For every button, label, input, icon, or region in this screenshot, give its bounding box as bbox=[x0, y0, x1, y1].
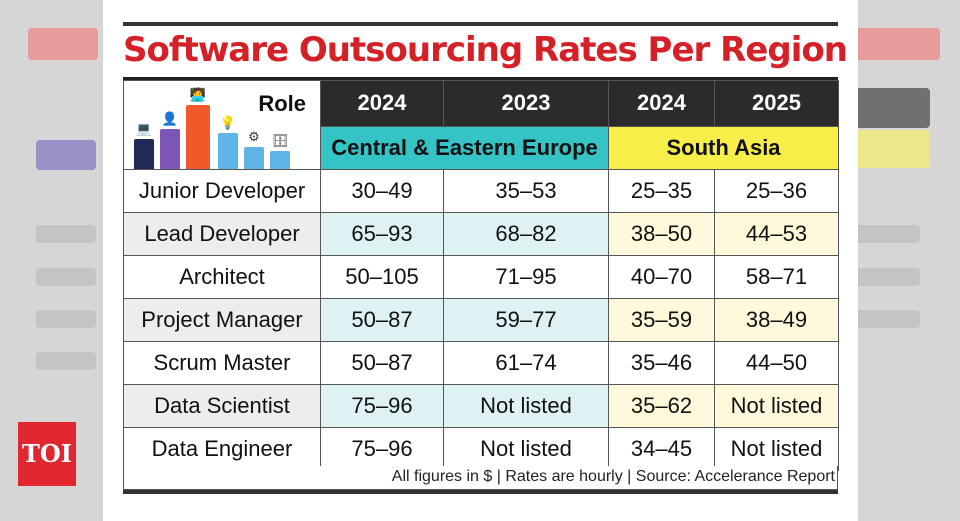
rate-cell: 34–45 bbox=[608, 427, 715, 471]
rate-cell: 65–93 bbox=[320, 212, 444, 256]
rate-cell: 71–95 bbox=[443, 255, 609, 299]
rate-cell: 50–105 bbox=[320, 255, 444, 299]
rate-cell: 44–50 bbox=[714, 341, 839, 385]
role-name: Data Scientist bbox=[123, 384, 321, 428]
rate-cell: 25–35 bbox=[608, 169, 715, 213]
rate-cell: 30–49 bbox=[320, 169, 444, 213]
rate-cell: 58–71 bbox=[714, 255, 839, 299]
figure-bar-2 bbox=[160, 129, 180, 169]
role-name: Lead Developer bbox=[123, 212, 321, 256]
bottom-rule bbox=[123, 490, 838, 494]
figure-bar-4 bbox=[218, 133, 238, 169]
table-row: Data Scientist 75–96 Not listed 35–62 No… bbox=[123, 384, 839, 428]
region-header-eu: Central & Eastern Europe bbox=[320, 125, 609, 170]
lightbulb-icon: 💡 bbox=[219, 115, 237, 130]
rates-table: 💻 👤 🧑‍💻 💡 ⚙ 🗄 Role 2024 2023 2024 2025 bbox=[123, 80, 839, 471]
role-header-cell: 💻 👤 🧑‍💻 💡 ⚙ 🗄 Role bbox=[123, 80, 321, 170]
rate-cell: 35–62 bbox=[608, 384, 715, 428]
rate-cell: 35–53 bbox=[443, 169, 609, 213]
title-rule bbox=[123, 77, 838, 80]
rate-cell: 38–49 bbox=[714, 298, 839, 342]
table-row: Scrum Master 50–87 61–74 35–46 44–50 bbox=[123, 341, 839, 385]
rate-cell: 25–36 bbox=[714, 169, 839, 213]
rate-cell: 61–74 bbox=[443, 341, 609, 385]
rate-cell: 50–87 bbox=[320, 341, 444, 385]
rate-cell: 35–46 bbox=[608, 341, 715, 385]
year-header-eu-2024: 2024 bbox=[320, 80, 444, 127]
rate-cell: 68–82 bbox=[443, 212, 609, 256]
role-name: Architect bbox=[123, 255, 321, 299]
table-row: Data Engineer 75–96 Not listed 34–45 Not… bbox=[123, 427, 839, 471]
rate-cell: 59–77 bbox=[443, 298, 609, 342]
gear-head-icon: ⚙ bbox=[248, 129, 260, 144]
role-name: Junior Developer bbox=[123, 169, 321, 213]
database-icon: 🗄 bbox=[271, 133, 289, 148]
rate-cell: 35–59 bbox=[608, 298, 715, 342]
rate-cell: 50–87 bbox=[320, 298, 444, 342]
role-column-label: Role bbox=[258, 91, 306, 116]
rate-cell: 75–96 bbox=[320, 427, 444, 471]
role-name: Scrum Master bbox=[123, 341, 321, 385]
role-name: Project Manager bbox=[123, 298, 321, 342]
rate-cell: 38–50 bbox=[608, 212, 715, 256]
infographic-card: Software Outsourcing Rates Per Region 💻 … bbox=[103, 0, 858, 521]
table-row: Project Manager 50–87 59–77 35–59 38–49 bbox=[123, 298, 839, 342]
rate-cell: 44–53 bbox=[714, 212, 839, 256]
rate-cell: Not listed bbox=[714, 384, 839, 428]
year-header-eu-2023: 2023 bbox=[443, 80, 609, 127]
top-rule bbox=[123, 22, 838, 26]
developer-icon: 🧑‍💻 bbox=[189, 87, 207, 102]
source-footnote: All figures in $ | Rates are hourly | So… bbox=[123, 466, 838, 490]
rate-cell: Not listed bbox=[443, 427, 609, 471]
page-title: Software Outsourcing Rates Per Region bbox=[123, 30, 848, 70]
figure-bar-3 bbox=[186, 105, 210, 169]
figure-bar-1 bbox=[134, 139, 154, 169]
table-row: Architect 50–105 71–95 40–70 58–71 bbox=[123, 255, 839, 299]
region-header-sa: South Asia bbox=[608, 125, 839, 170]
rate-cell: Not listed bbox=[714, 427, 839, 471]
laptop-icon: 💻 bbox=[135, 121, 153, 136]
year-header-row: 💻 👤 🧑‍💻 💡 ⚙ 🗄 Role 2024 2023 2024 2025 bbox=[123, 80, 839, 170]
rate-cell: 40–70 bbox=[608, 255, 715, 299]
figure-bar-6 bbox=[270, 151, 290, 169]
table-row: Junior Developer 30–49 35–53 25–35 25–36 bbox=[123, 169, 839, 213]
toi-logo-badge: TOI bbox=[18, 422, 76, 486]
role-name: Data Engineer bbox=[123, 427, 321, 471]
year-header-sa-2025: 2025 bbox=[714, 80, 839, 127]
table-row: Lead Developer 65–93 68–82 38–50 44–53 bbox=[123, 212, 839, 256]
person-icon: 👤 bbox=[161, 111, 179, 126]
rate-cell: 75–96 bbox=[320, 384, 444, 428]
year-header-sa-2024: 2024 bbox=[608, 80, 715, 127]
blurred-background-right bbox=[840, 0, 960, 521]
rate-cell: Not listed bbox=[443, 384, 609, 428]
role-illustration: 💻 👤 🧑‍💻 💡 ⚙ 🗄 bbox=[130, 82, 310, 169]
figure-bar-5 bbox=[244, 147, 264, 169]
